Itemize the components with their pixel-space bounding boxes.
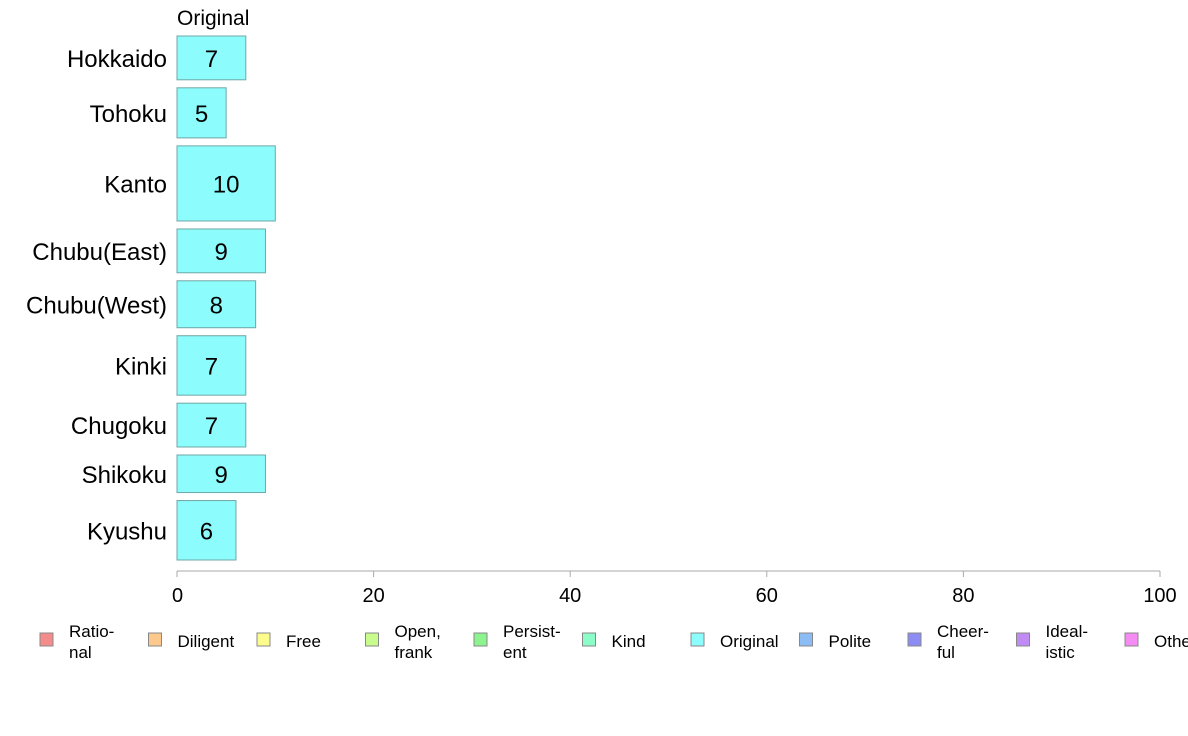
bar-value-label: 7 [205,413,218,440]
legend-swatch [365,632,379,647]
category-label: Hokkaido [67,46,167,73]
bar-kanto [176,145,276,222]
legend-label: nal [69,643,92,662]
legend-item: Diligent [148,632,235,651]
legend-swatch [907,632,922,647]
legend-label: Diligent [178,632,235,651]
bar-value-label: 9 [215,462,228,489]
legend-item: Kind [582,632,646,651]
legend-label: ent [503,643,527,662]
category-label: Shikoku [82,462,167,489]
legend-item: Ratio-nal [39,622,114,662]
legend-label: ful [937,643,955,662]
bars-group: 7 5 10 9 8 7 7 9 6 [176,35,276,561]
panel-title: Original [177,7,249,30]
bar-value-label: 6 [200,518,213,545]
x-tick-label: 60 [756,585,778,607]
legend-label: Original [720,632,779,651]
bar-tohoku [176,87,227,139]
legend-label: Open, [395,622,441,641]
bar-value-label: 7 [205,46,218,73]
legend-label: Cheer- [937,622,989,641]
x-tick-label: 0 [172,585,183,607]
legend-label: istic [1046,643,1076,662]
category-label: Kinki [115,353,167,380]
legend-label: Persist- [503,622,561,641]
legend-item: Original [690,632,779,651]
legend-item: Open, frank [365,622,441,662]
category-labels: Hokkaido Tohoku Kanto Chubu(East) Chubu(West… [26,46,167,545]
category-label: Tohoku [90,101,167,128]
legend-label: Free [286,632,321,651]
bar-chugoku [176,402,247,448]
bar-value-label: 7 [205,353,218,380]
bar-shikoku [176,454,266,494]
legend-swatch [1016,632,1030,647]
legend-swatch [473,632,488,647]
legend-item: Cheer-ful [907,622,989,662]
bar-value-label: 5 [195,101,208,128]
x-tick-label: 80 [952,585,974,607]
legend-swatch [1124,632,1139,647]
legend-item: Polite [799,632,872,651]
legend-label: Other [1154,632,1188,651]
legend-label: Ratio- [69,622,114,641]
legend-swatch [256,632,271,647]
legend-label: Kind [612,632,646,651]
x-tick-label: 100 [1143,585,1176,607]
legend: Ratio-nal Diligent Free Open, frank Persist-e… [39,622,1188,662]
bar-chubu-east- [176,228,266,274]
x-axis: 0 20 40 60 80 100 [172,570,1177,607]
legend-swatch [690,632,705,647]
legend-swatch [799,632,813,647]
legend-item: Free [256,632,321,651]
bar-value-label: 10 [213,171,240,198]
legend-label: frank [395,643,433,662]
category-label: Chubu(East) [32,239,167,266]
x-tick-label: 20 [362,585,384,607]
legend-swatch [582,632,596,647]
legend-swatch [39,632,54,647]
category-label: Kyushu [87,518,167,545]
legend-label: Polite [829,632,872,651]
legend-item: Other [1124,632,1188,651]
bar-hokkaido [176,35,247,81]
legend-item: Ideal-istic [1016,622,1089,662]
legend-swatch [148,632,162,647]
category-label: Chugoku [71,413,167,440]
category-label: Chubu(West) [26,292,167,319]
bar-kinki [176,335,247,396]
legend-item: Persist-ent [473,622,561,662]
bar-value-label: 8 [210,292,223,319]
bar-chubu-west- [176,280,257,329]
bar-kyushu [176,500,237,561]
x-tick-label: 40 [559,585,581,607]
legend-label: Ideal- [1046,622,1089,641]
bar-value-label: 9 [215,239,228,266]
category-label: Kanto [104,171,167,198]
